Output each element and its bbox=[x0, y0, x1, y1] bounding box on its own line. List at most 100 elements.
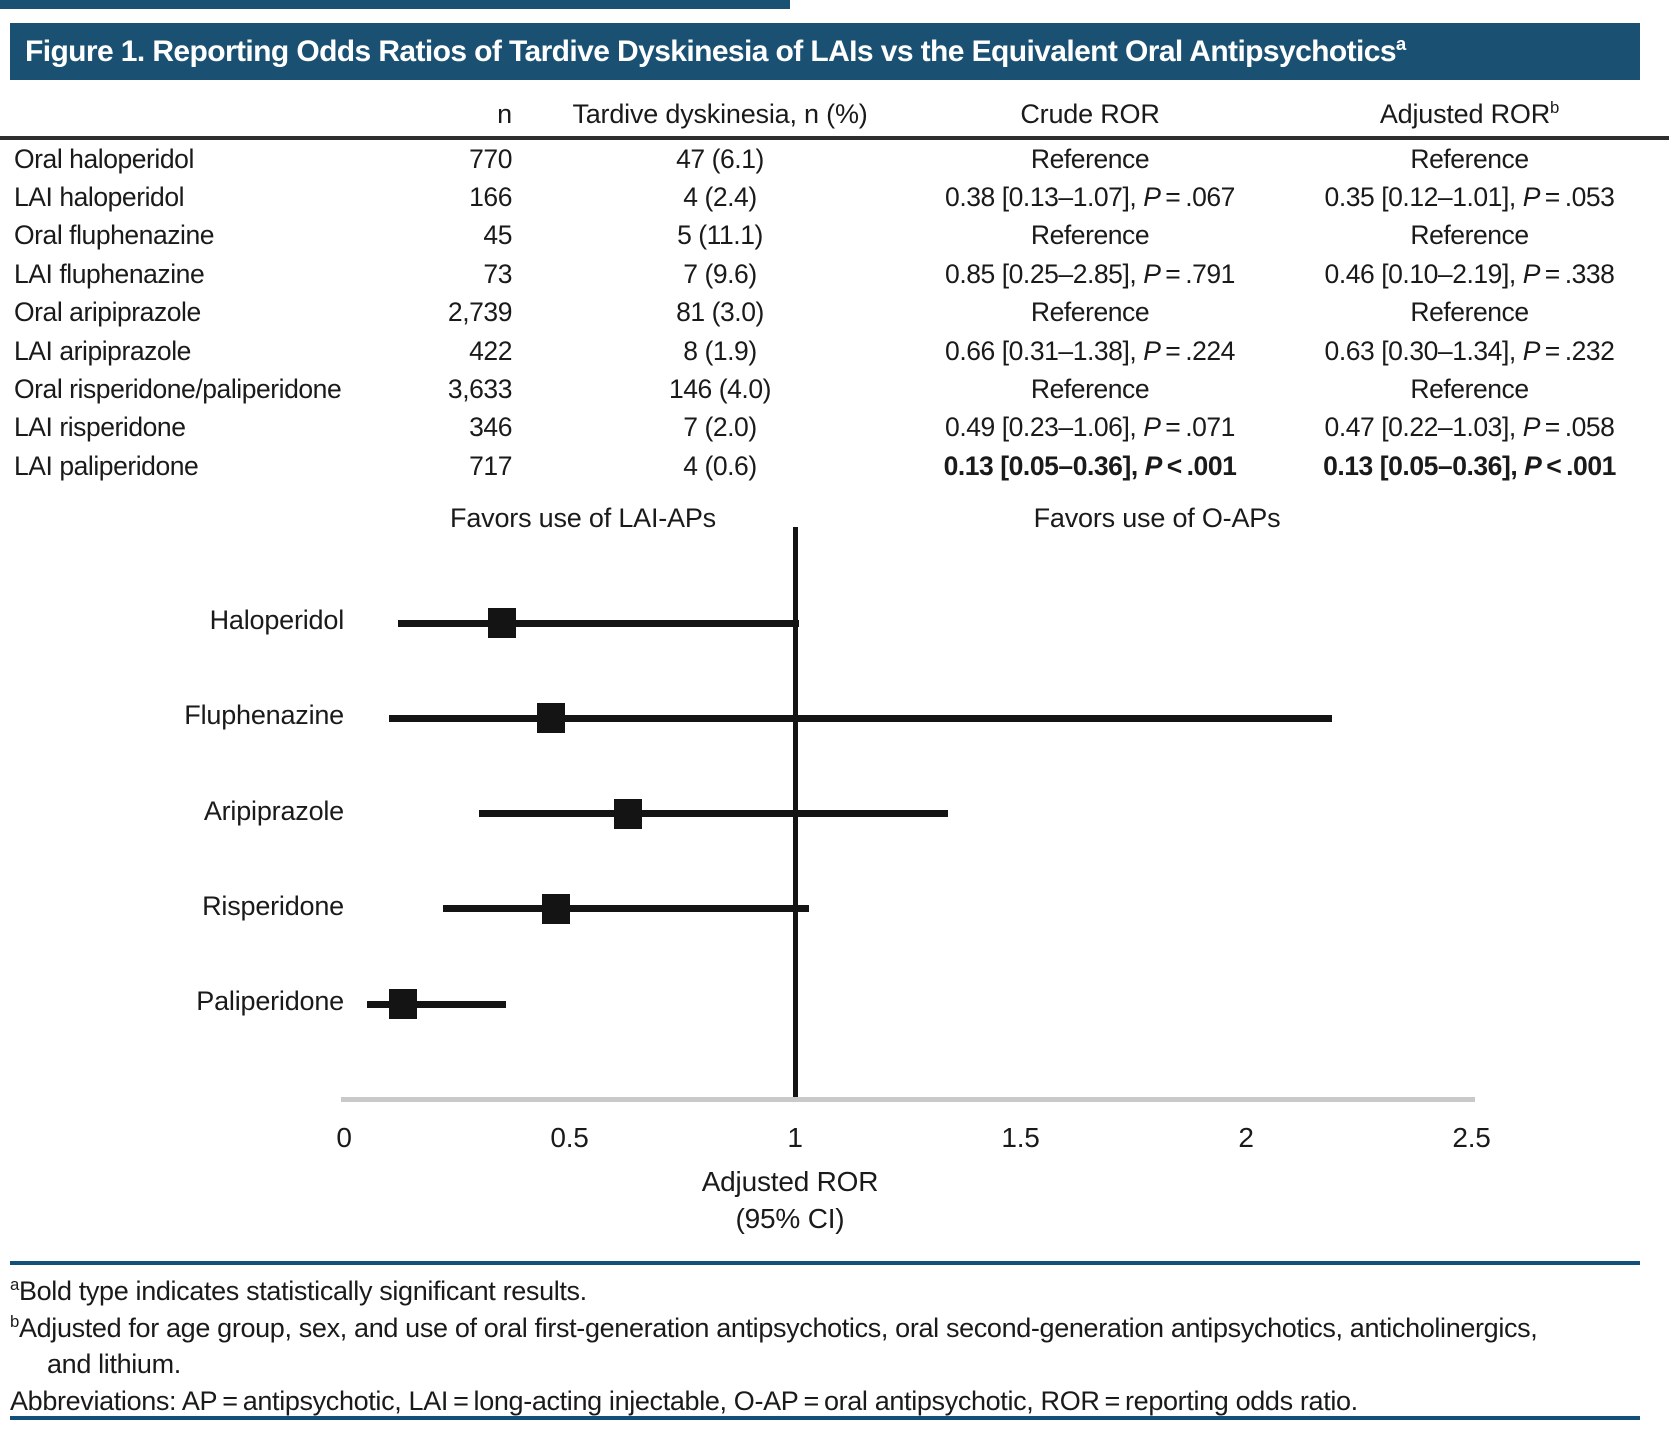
p-symbol: P bbox=[1522, 335, 1541, 366]
x-axis-title: Adjusted ROR (95% CI) bbox=[702, 1163, 879, 1237]
x-tick-label-2.5: 2.5 bbox=[1452, 1122, 1491, 1153]
ror-value: 0.66 [0.31–1.38], bbox=[945, 335, 1144, 366]
crude-ror-cell: Reference bbox=[910, 297, 1270, 328]
tardive-dyskinesia-cell: 8 (1.9) bbox=[683, 335, 757, 366]
figure-title: Figure 1. Reporting Odds Ratios of Tardi… bbox=[10, 34, 1406, 69]
col-header-adjusted-ror-text: Adjusted ROR bbox=[1379, 98, 1551, 129]
ror-value: 0.38 [0.13–1.07], bbox=[945, 182, 1144, 213]
drug-name-cell: LAI aripiprazole bbox=[14, 335, 191, 366]
n-cell: 422 bbox=[469, 335, 512, 366]
footnote-a-mark: a bbox=[10, 1275, 19, 1294]
p-value: = .791 bbox=[1160, 258, 1235, 289]
p-value: = .071 bbox=[1160, 412, 1235, 443]
n-cell: 2,739 bbox=[447, 297, 513, 328]
p-symbol: P bbox=[1522, 258, 1541, 289]
crude-ror-cell: Reference bbox=[910, 144, 1270, 175]
table-row: LAI fluphenazine 73 7 (9.6) 0.85 [0.25–2… bbox=[0, 255, 1669, 293]
table-row-significant: LAI paliperidone 717 4 (0.6) 0.13 [0.05–… bbox=[0, 447, 1669, 485]
ror-value: 0.47 [0.22–1.03], bbox=[1324, 412, 1523, 443]
adjusted-ror-cell: 0.63 [0.30–1.34], P = .232 bbox=[1270, 336, 1669, 367]
footnote-a: aBold type indicates statistically signi… bbox=[10, 1273, 1650, 1310]
ror-value: Reference bbox=[1030, 220, 1150, 251]
estimate-marker-paliperidone bbox=[388, 989, 417, 1020]
estimate-marker-aripiprazole bbox=[614, 798, 643, 829]
estimate-marker-risperidone bbox=[541, 893, 570, 924]
p-value: = .067 bbox=[1160, 182, 1235, 213]
col-header-adjusted-ror-footnote-mark: b bbox=[1550, 97, 1560, 117]
p-symbol: P bbox=[1522, 182, 1541, 213]
p-value: = .053 bbox=[1539, 182, 1615, 213]
ror-table: n Tardive dyskinesia, n (%) Crude ROR Ad… bbox=[0, 92, 1669, 486]
tardive-dyskinesia-cell: 146 (4.0) bbox=[668, 374, 771, 405]
p-symbol: P bbox=[1143, 258, 1161, 289]
table-row: LAI risperidone 346 7 (2.0) 0.49 [0.23–1… bbox=[0, 409, 1669, 447]
footnote-a-text: Bold type indicates statistically signif… bbox=[18, 1276, 587, 1306]
figure-title-text: Figure 1. Reporting Odds Ratios of Tardi… bbox=[25, 34, 1397, 68]
table-row: LAI haloperidol 166 4 (2.4) 0.38 [0.13–1… bbox=[0, 178, 1669, 216]
ror-value: Reference bbox=[1030, 297, 1150, 328]
drug-name-cell: Oral fluphenazine bbox=[14, 220, 215, 251]
footnote-b-mark: b bbox=[10, 1311, 19, 1331]
table-row: Oral fluphenazine 45 5 (11.1) Reference … bbox=[0, 217, 1669, 255]
ci-line-risperidone bbox=[443, 905, 809, 913]
favors-lai-label: Favors use of LAI-APs bbox=[450, 503, 716, 533]
drug-name-cell: Oral risperidone/paliperidone bbox=[14, 374, 342, 405]
p-symbol: P bbox=[1522, 412, 1541, 443]
n-cell: 45 bbox=[483, 220, 512, 251]
category-label-aripiprazole: Aripiprazole bbox=[203, 795, 344, 826]
category-label-fluphenazine: Fluphenazine bbox=[184, 700, 344, 731]
x-tick-label-0.5: 0.5 bbox=[550, 1122, 589, 1153]
ci-line-aripiprazole bbox=[479, 810, 949, 818]
tardive-dyskinesia-cell: 5 (11.1) bbox=[677, 220, 763, 251]
x-tick-label-0: 0 bbox=[336, 1122, 352, 1153]
adjusted-ror-cell: Reference bbox=[1270, 220, 1669, 251]
crude-ror-cell: 0.66 [0.31–1.38], P = .224 bbox=[910, 336, 1270, 367]
col-header-tardive-dyskinesia: Tardive dyskinesia, n (%) bbox=[572, 98, 868, 129]
favors-oap-label: Favors use of O-APs bbox=[1033, 503, 1281, 533]
crude-ror-cell: 0.13 [0.05–0.36], P < .001 bbox=[910, 451, 1270, 482]
tardive-dyskinesia-cell: 81 (3.0) bbox=[676, 297, 764, 328]
col-header-crude-ror: Crude ROR bbox=[1020, 98, 1160, 129]
n-cell: 346 bbox=[469, 412, 512, 443]
x-axis-line bbox=[341, 1097, 1475, 1102]
footnote-abbreviations-text: Abbreviations: AP = antipsychotic, LAI =… bbox=[10, 1385, 1358, 1416]
ci-line-haloperidol bbox=[398, 619, 800, 627]
drug-name-cell: LAI paliperidone bbox=[14, 450, 199, 481]
p-symbol: P bbox=[1143, 182, 1161, 213]
tardive-dyskinesia-cell: 4 (0.6) bbox=[683, 450, 757, 481]
tardive-dyskinesia-cell: 7 (2.0) bbox=[683, 412, 757, 443]
table-row: LAI aripiprazole 422 8 (1.9) 0.66 [0.31–… bbox=[0, 332, 1669, 370]
col-header-n: n bbox=[497, 98, 512, 129]
adjusted-ror-cell: Reference bbox=[1270, 374, 1669, 405]
p-value: = .224 bbox=[1160, 335, 1235, 366]
adjusted-ror-cell: 0.13 [0.05–0.36], P < .001 bbox=[1270, 451, 1669, 482]
tardive-dyskinesia-cell: 4 (2.4) bbox=[683, 182, 757, 213]
drug-name-cell: LAI risperidone bbox=[14, 412, 186, 443]
adjusted-ror-cell: 0.47 [0.22–1.03], P = .058 bbox=[1270, 412, 1669, 443]
ror-value: Reference bbox=[1030, 143, 1150, 174]
footnote-b-text: Adjusted for age group, sex, and use of … bbox=[18, 1312, 1538, 1380]
crude-ror-cell: 0.49 [0.23–1.06], P = .071 bbox=[910, 412, 1270, 443]
ror-value: Reference bbox=[1030, 374, 1150, 405]
adjusted-ror-cell: 0.35 [0.12–1.01], P = .053 bbox=[1270, 182, 1669, 213]
p-symbol: P bbox=[1143, 335, 1161, 366]
ror-value: Reference bbox=[1410, 374, 1529, 405]
crude-ror-cell: 0.38 [0.13–1.07], P = .067 bbox=[910, 182, 1270, 213]
p-value: = .338 bbox=[1539, 258, 1615, 289]
category-label-risperidone: Risperidone bbox=[202, 890, 344, 921]
category-label-paliperidone: Paliperidone bbox=[196, 986, 344, 1017]
category-label-haloperidol: Haloperidol bbox=[209, 605, 345, 635]
drug-name-cell: Oral aripiprazole bbox=[14, 297, 201, 328]
n-cell: 166 bbox=[469, 182, 512, 213]
n-cell: 717 bbox=[469, 450, 512, 481]
n-cell: 3,633 bbox=[447, 374, 513, 405]
top-decorative-rule bbox=[0, 0, 790, 9]
table-row: Oral haloperidol 770 47 (6.1) Reference … bbox=[0, 140, 1669, 178]
ror-value: 0.13 [0.05–0.36], bbox=[943, 450, 1145, 481]
x-tick-label-1.5: 1.5 bbox=[1001, 1122, 1040, 1153]
p-symbol: P bbox=[1144, 450, 1163, 481]
table-header-row: n Tardive dyskinesia, n (%) Crude ROR Ad… bbox=[0, 92, 1669, 140]
footnote-b: bAdjusted for age group, sex, and use of… bbox=[10, 1310, 1567, 1383]
x-axis-title-line1: Adjusted ROR bbox=[701, 1166, 879, 1197]
